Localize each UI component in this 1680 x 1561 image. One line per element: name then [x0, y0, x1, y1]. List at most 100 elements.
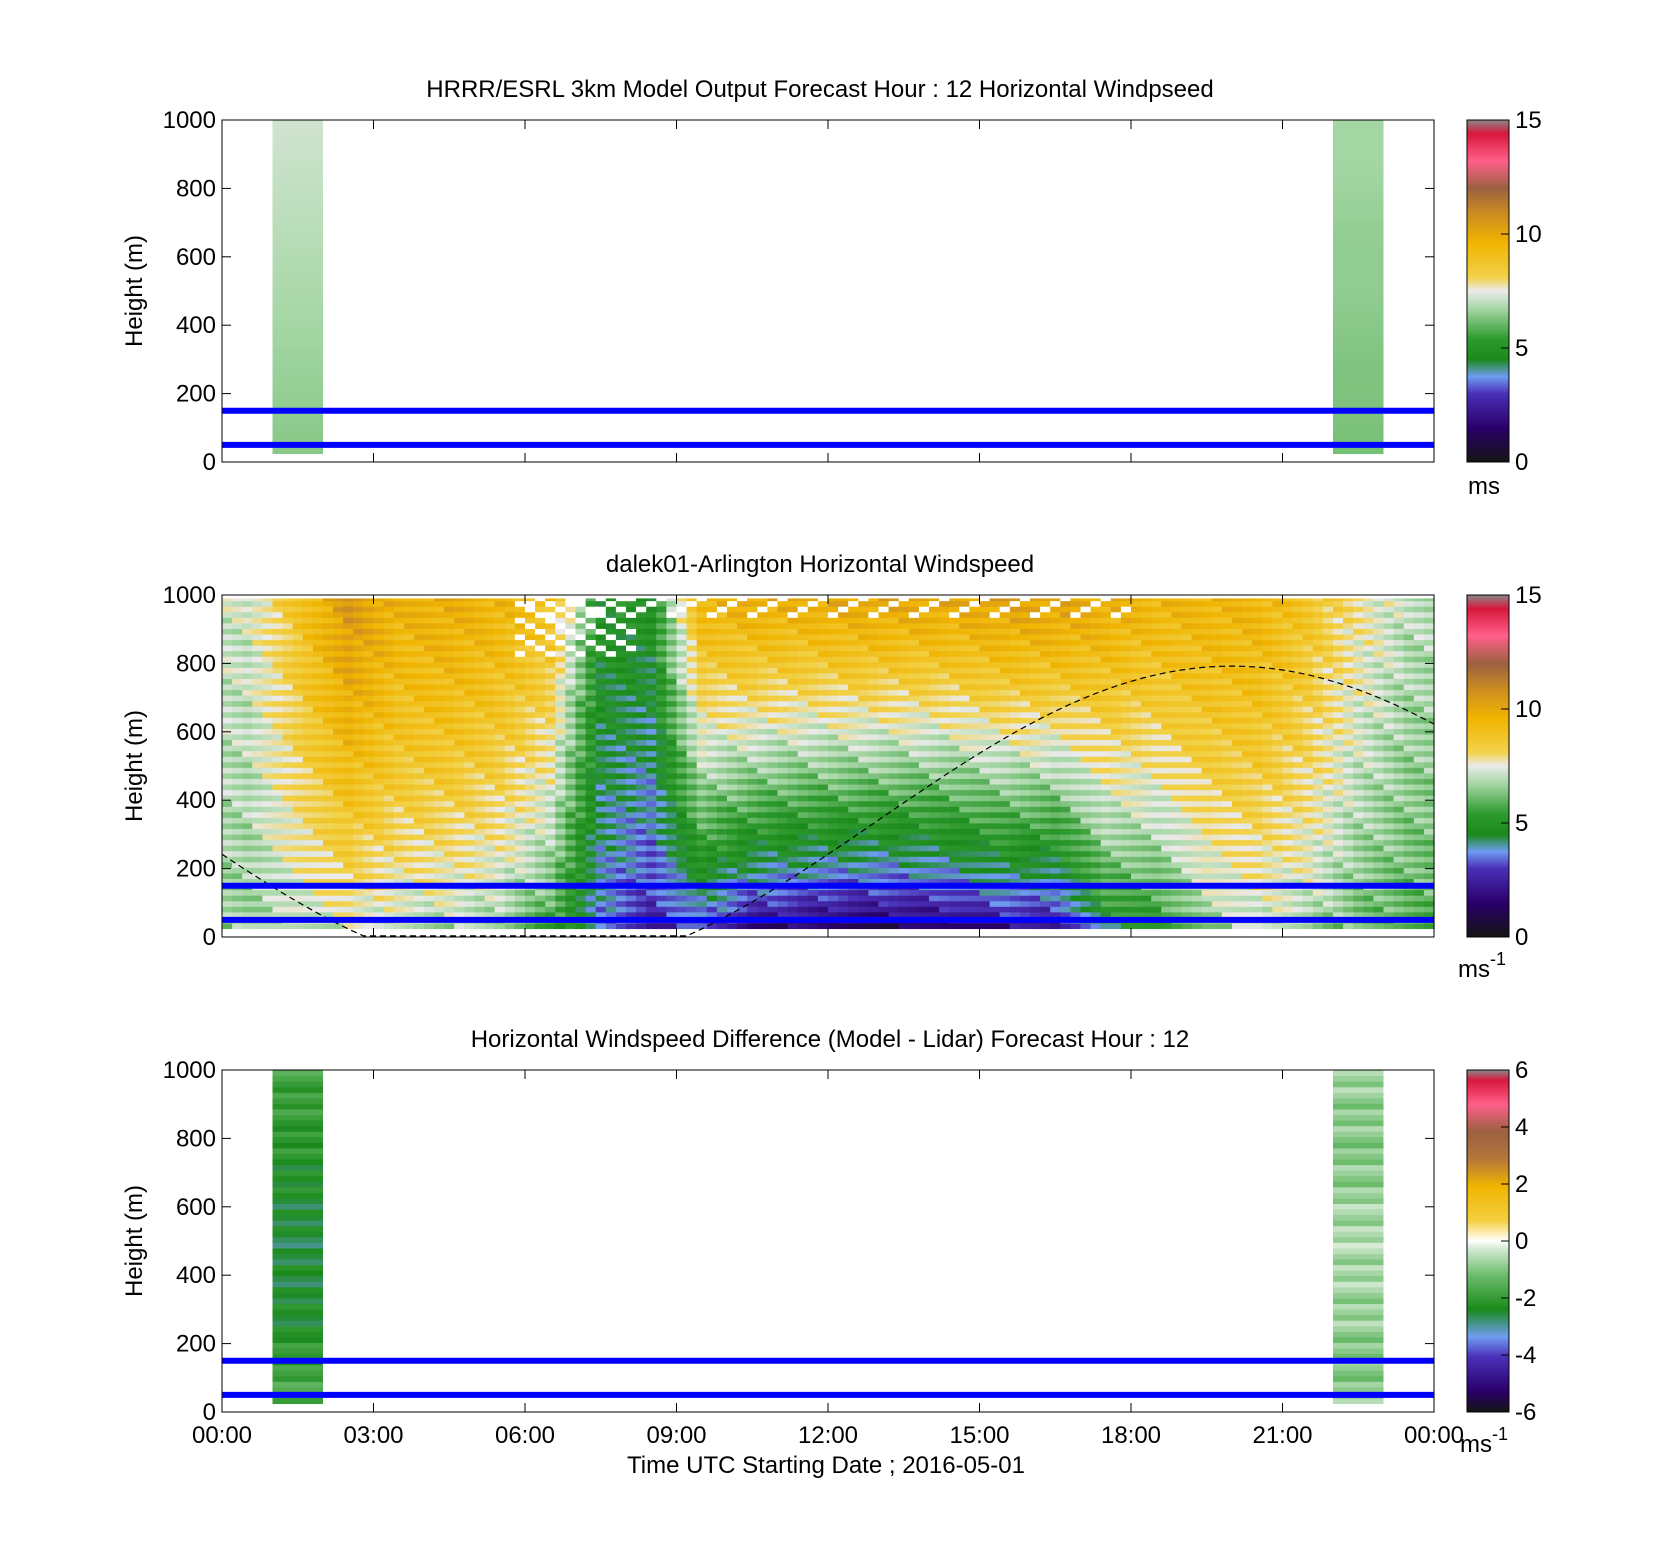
data-cell — [888, 700, 900, 707]
data-cell — [716, 839, 728, 846]
data-cell — [292, 867, 304, 874]
data-cell — [393, 628, 405, 635]
data-cell — [393, 900, 405, 907]
data-cell — [626, 756, 637, 763]
data-cell — [969, 695, 981, 702]
data-cell — [626, 872, 637, 880]
data-cell — [605, 683, 617, 691]
data-cell — [565, 906, 577, 913]
data-cell — [232, 661, 243, 668]
data-cell — [575, 672, 587, 679]
data-cell — [979, 728, 991, 735]
data-cell — [252, 850, 263, 857]
data-cell — [686, 750, 698, 757]
data-cell — [323, 606, 334, 613]
data-cell — [908, 711, 920, 718]
data-cell — [686, 795, 698, 802]
data-cell — [383, 795, 395, 802]
data-cell — [807, 600, 819, 607]
data-cell — [858, 817, 869, 824]
data-cell — [383, 717, 395, 724]
data-cell — [272, 325, 323, 332]
data-cell — [464, 895, 476, 902]
data-cell — [282, 767, 294, 774]
data-cell — [888, 822, 900, 830]
data-cell — [626, 606, 637, 613]
data-cell — [454, 633, 465, 641]
data-cell — [252, 717, 263, 724]
data-cell — [797, 656, 809, 663]
data-cell — [393, 906, 405, 913]
data-cell — [595, 889, 607, 896]
data-cell — [777, 811, 789, 818]
data-cell — [898, 645, 910, 652]
data-cell — [383, 828, 395, 835]
data-cell — [514, 672, 526, 679]
data-cell — [848, 733, 859, 741]
data-cell — [908, 678, 920, 685]
data-cell — [716, 806, 728, 813]
data-cell — [989, 756, 1001, 763]
data-cell — [272, 678, 284, 685]
data-cell — [626, 717, 637, 724]
data-cell — [989, 845, 1001, 852]
data-cell — [949, 633, 960, 641]
data-cell — [484, 800, 496, 807]
data-cell — [757, 622, 768, 629]
data-cell — [696, 767, 708, 774]
data-cell — [858, 733, 869, 741]
data-cell — [555, 772, 566, 779]
data-cell — [1009, 900, 1021, 907]
data-cell — [272, 320, 323, 327]
data-cell — [605, 733, 617, 741]
data-cell — [969, 861, 981, 868]
data-cell — [474, 783, 486, 791]
data-cell — [787, 789, 799, 796]
data-cell — [424, 911, 435, 918]
data-cell — [878, 645, 890, 652]
data-cell — [302, 700, 314, 707]
data-cell — [979, 906, 991, 913]
data-cell — [272, 281, 323, 288]
data-cell — [272, 795, 284, 802]
data-cell — [929, 767, 940, 774]
data-cell — [817, 639, 829, 646]
data-cell — [727, 906, 738, 913]
data-cell — [757, 683, 768, 691]
data-cell — [262, 722, 274, 729]
data-cell — [595, 795, 607, 802]
data-cell — [343, 772, 354, 779]
data-cell — [323, 872, 334, 880]
data-cell — [858, 872, 869, 880]
data-cell — [514, 767, 526, 774]
data-cell — [626, 900, 637, 907]
data-cell — [535, 606, 546, 613]
data-cell — [222, 767, 233, 774]
data-cell — [989, 722, 1001, 729]
data-cell — [686, 722, 698, 729]
data-cell — [292, 756, 304, 763]
data-cell — [222, 817, 233, 824]
data-cell — [696, 600, 708, 607]
data-cell — [373, 856, 385, 863]
data-cell — [1009, 850, 1021, 857]
data-cell — [413, 689, 425, 696]
data-cell — [757, 733, 768, 741]
data-cell — [676, 639, 688, 646]
data-cell — [565, 783, 577, 791]
data-cell — [1333, 375, 1384, 382]
data-cell — [838, 750, 849, 757]
data-cell — [757, 689, 768, 696]
data-cell — [878, 767, 890, 774]
data-cell — [595, 900, 607, 907]
data-cell — [525, 800, 536, 807]
data-cell — [636, 611, 647, 618]
data-cell — [535, 650, 546, 657]
data-cell — [383, 672, 395, 679]
data-cell — [989, 828, 1001, 835]
data-cell — [908, 645, 920, 652]
data-cell — [383, 695, 395, 702]
data-cell — [363, 817, 375, 824]
data-cell — [585, 878, 597, 885]
data-cell — [272, 308, 323, 316]
